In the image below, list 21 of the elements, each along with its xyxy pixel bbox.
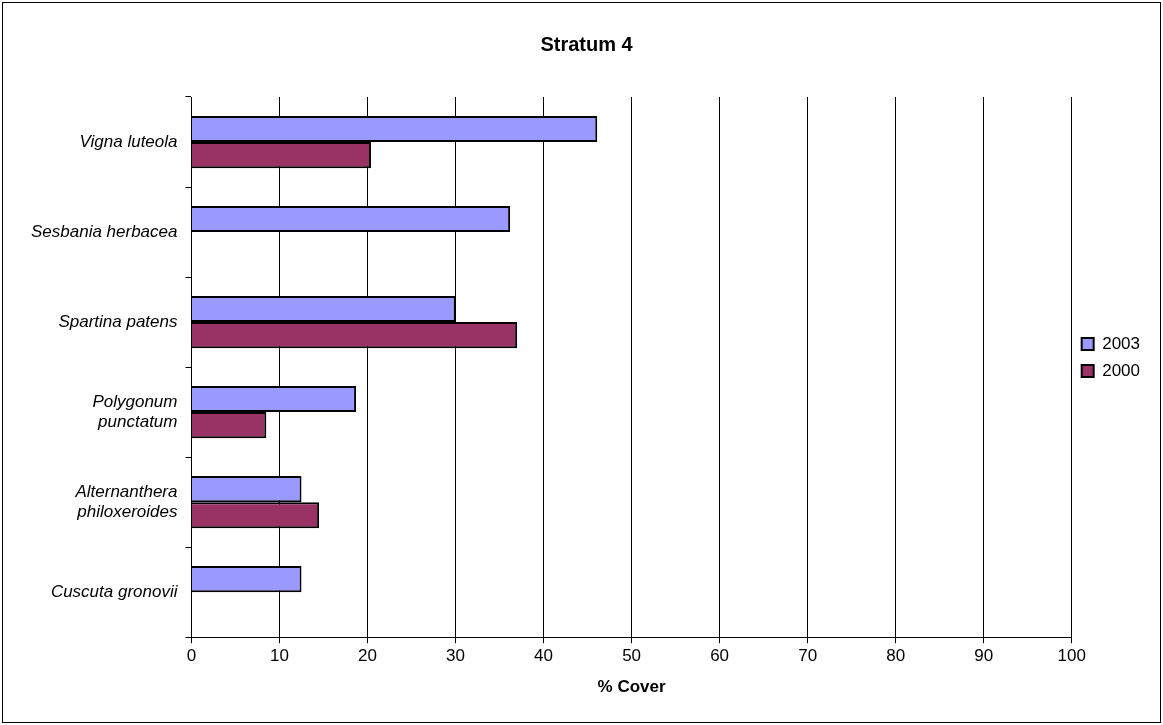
x-tick-label: 50 <box>622 646 642 666</box>
y-tick-label: Vigna luteola <box>79 131 178 151</box>
x-tick-label: 40 <box>534 646 554 666</box>
y-tick-label: Alternanthera philoxeroides <box>74 481 178 522</box>
x-tick-label: 100 <box>1057 646 1086 666</box>
chart-title: Stratum 4 <box>540 32 634 55</box>
legend-label: 2000 <box>1102 360 1141 380</box>
x-tick-label: 70 <box>798 646 818 666</box>
legend-label: 2003 <box>1102 333 1141 353</box>
x-tick-label: 60 <box>710 646 730 666</box>
x-tick-label: 80 <box>886 646 906 666</box>
x-axis-title: % Cover <box>597 677 666 697</box>
x-tick-label: 30 <box>446 646 466 666</box>
x-tick-label: 90 <box>974 646 994 666</box>
y-tick-label: Polygonum punctatum <box>92 391 178 432</box>
y-tick-label: Sesbania herbacea <box>30 221 178 241</box>
x-tick-label: 20 <box>358 646 377 666</box>
y-tick-label: Spartina patens <box>58 311 178 331</box>
x-tick-label: 10 <box>270 646 289 666</box>
y-tick-label: Cuscuta gronovii <box>50 581 179 601</box>
x-tick-label: 0 <box>186 646 197 666</box>
